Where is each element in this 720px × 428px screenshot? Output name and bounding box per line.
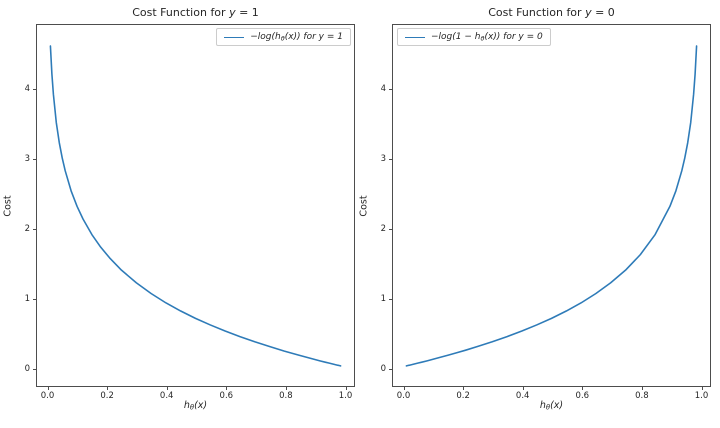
legend-line-swatch — [405, 36, 425, 38]
y-tick-label: 3 — [380, 153, 386, 164]
x-tick-mark — [285, 386, 287, 390]
y-tick-label: 1 — [380, 293, 386, 304]
y-tick-mark — [389, 368, 393, 370]
x-tick-mark — [226, 386, 228, 390]
y-tick-mark — [389, 228, 393, 230]
cost-curve-y0 — [405, 45, 698, 367]
y-tick-mark — [33, 298, 37, 300]
y-tick-label: 1 — [24, 293, 30, 304]
y-tick-mark — [33, 368, 37, 370]
y-tick-label: 2 — [24, 223, 30, 234]
y-tick-mark — [33, 88, 37, 90]
y-tick-mark — [33, 158, 37, 160]
y-tick-label: 3 — [24, 153, 30, 164]
y-tick-mark — [389, 158, 393, 160]
right-plot-title: Cost Function for y = 0 — [488, 6, 615, 19]
cost-curve-y1 — [49, 45, 342, 367]
x-tick-label: 0.0 — [40, 391, 55, 401]
left-xlabel: hθ(x) — [183, 400, 208, 412]
x-tick-label: 0.0 — [396, 391, 411, 401]
right-xlabel: hθ(x) — [539, 400, 564, 412]
left-plot-canvas — [49, 45, 342, 367]
x-tick-label: 0.6 — [219, 391, 234, 401]
y-tick-mark — [389, 298, 393, 300]
x-tick-label: 0.8 — [279, 391, 293, 401]
y-tick-mark — [389, 88, 393, 90]
right-legend: −log(1 − hθ(x)) for y = 0 — [397, 28, 551, 46]
x-tick-label: 0.2 — [456, 391, 470, 401]
x-tick-label: 0.4 — [515, 391, 530, 401]
y-tick-label: 0 — [24, 363, 30, 374]
x-tick-label: 1.0 — [694, 391, 709, 401]
x-tick-mark — [107, 386, 109, 390]
left-plot-title: Cost Function for y = 1 — [132, 6, 259, 19]
right-ylabel: Cost — [358, 194, 370, 217]
right-legend-label: −log(1 − hθ(x)) for y = 0 — [431, 32, 543, 43]
x-tick-label: 0.4 — [159, 391, 174, 401]
x-tick-label: 0.6 — [575, 391, 590, 401]
left-subplot-axes: Cost Function for y = 1 −log(hθ(x)) for … — [3, 6, 355, 411]
y-tick-label: 2 — [380, 223, 386, 234]
right-subplot-axes: Cost Function for y = 0 −log(1 − hθ(x)) … — [359, 6, 711, 411]
x-tick-label: 0.2 — [100, 391, 114, 401]
y-tick-label: 4 — [380, 83, 386, 94]
right-plot-canvas — [405, 45, 698, 367]
x-tick-mark — [47, 386, 49, 390]
y-tick-label: 0 — [380, 363, 386, 374]
left-legend-label: −log(hθ(x)) for y = 1 — [250, 32, 343, 43]
x-tick-mark — [166, 386, 168, 390]
x-tick-label: 1.0 — [338, 391, 353, 401]
x-tick-mark — [582, 386, 584, 390]
x-tick-label: 0.8 — [635, 391, 649, 401]
x-tick-mark — [522, 386, 524, 390]
y-tick-label: 4 — [24, 83, 30, 94]
x-tick-mark — [701, 386, 703, 390]
x-tick-mark — [403, 386, 405, 390]
x-tick-mark — [641, 386, 643, 390]
x-tick-mark — [463, 386, 465, 390]
y-tick-mark — [33, 228, 37, 230]
x-tick-mark — [345, 386, 347, 390]
legend-line-swatch — [224, 36, 245, 38]
left-ylabel: Cost — [2, 194, 14, 217]
left-legend: −log(hθ(x)) for y = 1 — [216, 28, 351, 46]
